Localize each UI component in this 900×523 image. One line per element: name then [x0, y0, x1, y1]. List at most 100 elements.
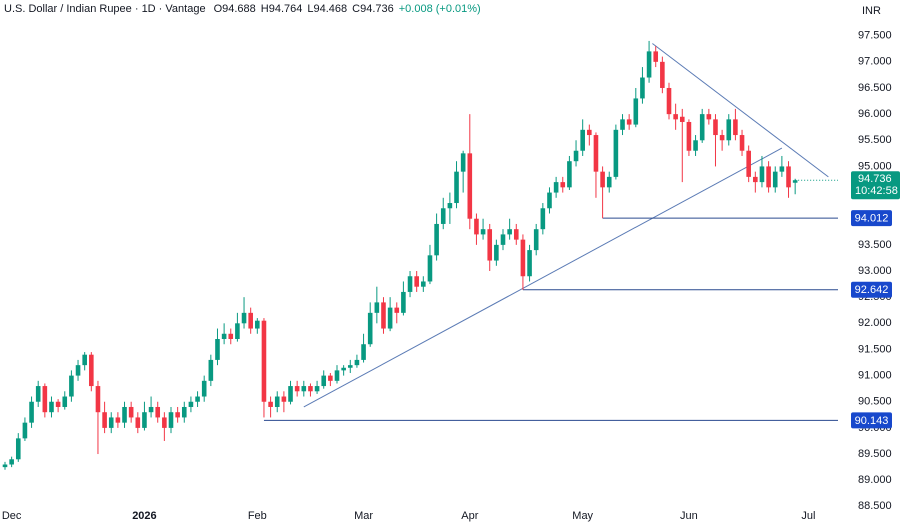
- candle-body: [122, 406, 127, 423]
- candle-body: [421, 281, 426, 287]
- candle-body: [587, 129, 592, 136]
- candle-body: [739, 135, 745, 151]
- candle-body: [308, 386, 313, 392]
- countdown: 10:42:58: [855, 185, 898, 197]
- candle-body: [281, 396, 287, 402]
- x-tick-label: 2026: [132, 510, 156, 522]
- candle-body: [175, 412, 180, 418]
- currency[interactable]: INR: [862, 5, 881, 17]
- candle-body: [606, 176, 612, 188]
- x-tick-label: Jun: [680, 510, 698, 522]
- candle-body: [533, 229, 539, 251]
- candle-body: [228, 333, 234, 339]
- y-tick-label: 93.500: [858, 239, 892, 251]
- candle-body: [135, 417, 141, 428]
- trend-line: [303, 147, 783, 408]
- candle-body: [487, 229, 493, 261]
- level-label-box: [851, 412, 892, 429]
- candle-body: [507, 229, 512, 235]
- candle-body: [620, 119, 625, 130]
- candle-body: [686, 121, 692, 151]
- candle-body: [494, 244, 499, 261]
- candle-body: [679, 116, 685, 122]
- candle-body: [626, 119, 632, 125]
- last-price-box: [851, 171, 900, 200]
- candle-body: [726, 119, 732, 141]
- y-tick-label: 89.500: [858, 448, 892, 460]
- candle-body: [75, 365, 81, 376]
- candle-body: [699, 114, 705, 141]
- candle-body: [567, 161, 572, 188]
- candle-body: [513, 229, 519, 240]
- candle-body: [142, 412, 147, 428]
- candle-body: [89, 354, 94, 387]
- level-label-box: [851, 210, 892, 227]
- candle-body: [261, 320, 267, 402]
- candle-body: [753, 176, 758, 183]
- candle-body: [49, 401, 54, 413]
- candle-body: [733, 119, 738, 136]
- candle-body: [29, 401, 34, 423]
- level-label: 90.143: [855, 415, 889, 427]
- candle-body: [613, 129, 619, 177]
- x-tick-label: May: [572, 510, 593, 522]
- candle-body: [108, 417, 114, 428]
- candle-body: [248, 312, 253, 329]
- y-tick-label: 95.500: [858, 134, 892, 146]
- candle-body: [434, 223, 439, 256]
- candle-body: [401, 291, 406, 313]
- candle-body: [69, 375, 74, 397]
- x-tick-label: Mar: [354, 510, 373, 522]
- candle-body: [155, 406, 161, 418]
- candle-body: [215, 338, 220, 360]
- candle-body: [766, 166, 771, 188]
- ohlc-stat: L94.468: [307, 3, 347, 15]
- candle-body: [474, 218, 479, 235]
- candle-body: [792, 180, 798, 183]
- candle-body: [460, 153, 466, 172]
- candle-body: [181, 406, 187, 418]
- y-tick-label: 88.500: [858, 500, 892, 512]
- candle-body: [62, 396, 68, 407]
- candle-body: [82, 354, 87, 366]
- symbol: U.S. Dollar / Indian Rupee · 1D · Vantag…: [4, 3, 206, 15]
- ohlc-stat: O94.688: [214, 3, 256, 15]
- y-tick-label: 96.500: [858, 82, 892, 94]
- candle-body: [693, 140, 698, 151]
- candle-body: [354, 359, 360, 366]
- candle-body: [633, 98, 639, 125]
- x-tick-label: Jul: [801, 510, 815, 522]
- candle-body: [540, 208, 546, 230]
- candle-body: [188, 401, 194, 407]
- last-price: 94.736: [858, 173, 892, 185]
- x-tick-label: Apr: [461, 510, 478, 522]
- candle-body: [195, 396, 200, 402]
- candle-body: [666, 87, 672, 115]
- y-tick-label: 91.500: [858, 343, 892, 355]
- candle-body: [772, 171, 778, 188]
- candle-body: [553, 182, 559, 193]
- candle-body: [255, 320, 260, 329]
- candle-body: [268, 401, 273, 407]
- candle-body: [9, 459, 14, 465]
- y-tick-label: 91.000: [858, 370, 892, 382]
- candle-body: [235, 323, 240, 339]
- y-tick-label: 97.500: [858, 30, 892, 42]
- candle-body: [646, 51, 652, 78]
- candle-body: [347, 365, 353, 368]
- candle-body: [2, 464, 8, 468]
- candle-body: [294, 386, 300, 392]
- candle-body: [660, 61, 665, 88]
- candle-body: [786, 166, 791, 188]
- candle-body: [573, 150, 579, 162]
- candle-body: [321, 375, 327, 387]
- candle-body: [22, 422, 28, 439]
- candle-body: [288, 386, 293, 402]
- candle-body: [208, 359, 214, 381]
- candle-body: [706, 114, 712, 120]
- candle-body: [55, 401, 61, 407]
- ohlc-stat: H94.764: [261, 3, 303, 15]
- candle-body: [779, 166, 785, 172]
- candle-body: [746, 150, 751, 177]
